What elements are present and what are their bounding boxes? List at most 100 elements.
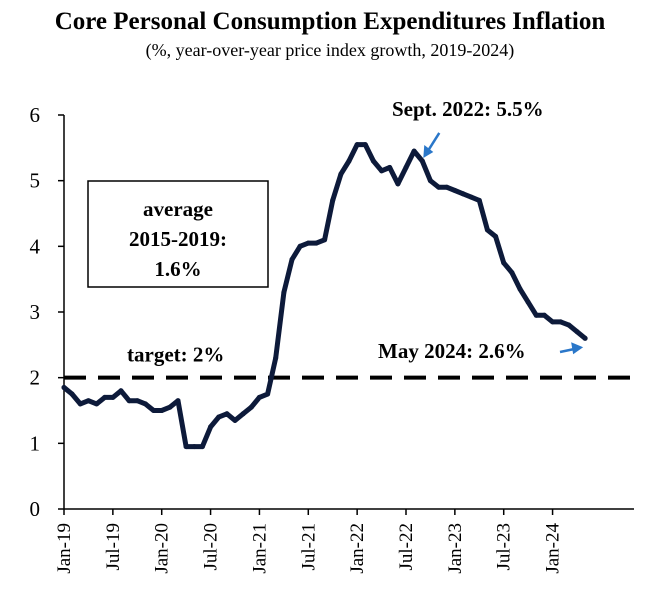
data-point — [281, 289, 287, 295]
data-point — [167, 404, 173, 410]
data-point — [191, 444, 197, 450]
data-point — [468, 194, 474, 200]
data-point — [379, 168, 385, 174]
data-point — [476, 197, 482, 203]
data-point — [387, 165, 393, 170]
data-point — [346, 158, 352, 164]
x-tick-label: Jan-23 — [445, 523, 466, 574]
series-points — [61, 142, 588, 450]
arrow-shaft — [426, 132, 441, 153]
x-tick-label: Jul-21 — [298, 523, 319, 571]
x-tick-label: Jul-20 — [201, 523, 222, 571]
data-point — [460, 191, 466, 197]
data-point — [159, 408, 165, 413]
peak-annotation: Sept. 2022: 5.5% — [392, 97, 544, 121]
data-point — [110, 394, 116, 400]
data-point — [566, 322, 572, 328]
data-point — [322, 237, 328, 243]
x-tick-label: Jul-22 — [396, 523, 417, 571]
data-point — [541, 312, 547, 318]
chart-title: Core Personal Consumption Expenditures I… — [54, 8, 606, 35]
x-tick-label: Jan-19 — [54, 523, 75, 574]
latest-arrow-icon — [559, 342, 584, 355]
data-point — [330, 197, 336, 203]
data-point — [305, 240, 311, 246]
data-point — [403, 165, 409, 170]
data-point — [265, 391, 271, 397]
data-point — [102, 394, 108, 400]
x-tick-label: Jan-22 — [347, 523, 368, 574]
data-point — [61, 385, 67, 390]
x-tick-label: Jan-21 — [249, 523, 270, 574]
data-point — [411, 148, 417, 154]
arrow-shaft — [559, 348, 574, 354]
data-point — [582, 335, 588, 341]
data-point — [484, 227, 490, 233]
data-point — [183, 444, 189, 450]
data-point — [436, 184, 442, 190]
arrow-head — [423, 144, 434, 158]
data-point — [216, 414, 222, 420]
y-tick-label: 3 — [30, 300, 41, 324]
data-point — [313, 240, 319, 246]
data-point — [232, 417, 238, 423]
y-tick-label: 0 — [30, 497, 41, 521]
chart-subtitle: (%, year-over-year price index growth, 2… — [145, 40, 515, 60]
data-point — [354, 142, 360, 148]
data-point — [199, 444, 205, 450]
x-tick-label: Jan-24 — [543, 523, 564, 574]
data-point — [175, 398, 181, 404]
x-tick-label: Jul-23 — [494, 523, 515, 571]
data-point — [94, 401, 100, 407]
data-point — [208, 424, 214, 430]
data-point — [69, 391, 75, 397]
data-point — [452, 188, 458, 193]
x-axis-ticks: Jan-19 Jul-19 Jan-20 Jul-20 Jan-21 Jul-21 Jan-… — [54, 509, 564, 574]
data-point — [550, 319, 556, 325]
data-point — [240, 411, 246, 417]
data-point — [338, 171, 344, 177]
data-point — [142, 401, 148, 407]
data-point — [370, 158, 376, 164]
data-point — [126, 398, 132, 404]
y-tick-label: 1 — [30, 431, 41, 455]
data-point — [289, 257, 295, 262]
peak-arrow-icon — [423, 132, 441, 158]
data-point — [224, 411, 230, 417]
data-point — [493, 234, 499, 239]
average-box-line: 1.6% — [154, 257, 201, 281]
data-point — [501, 260, 507, 266]
data-point — [574, 329, 580, 335]
data-point — [533, 312, 539, 318]
data-point — [427, 178, 433, 184]
y-tick-label: 5 — [30, 169, 41, 193]
data-point — [297, 243, 303, 249]
y-axis-ticks: 0 1 2 3 4 5 6 — [30, 103, 64, 521]
data-point — [134, 398, 140, 404]
x-tick-label: Jan-20 — [152, 523, 173, 574]
data-point — [118, 388, 124, 394]
average-box-line: average — [143, 197, 213, 221]
y-tick-label: 4 — [30, 234, 41, 258]
x-tick-label: Jul-19 — [103, 523, 124, 571]
average-box-line: 2015-2019: — [129, 227, 227, 251]
axes — [63, 115, 634, 510]
y-tick-label: 2 — [30, 366, 41, 390]
data-point — [558, 319, 564, 325]
data-point — [85, 398, 91, 404]
average-box-frame — [87, 180, 269, 288]
data-point — [419, 158, 425, 164]
data-point — [525, 299, 531, 305]
average-annotation-box: average 2015-2019: 1.6% — [87, 180, 269, 288]
arrow-head — [571, 342, 584, 355]
data-point — [444, 184, 450, 190]
data-point — [362, 142, 368, 148]
data-point — [256, 394, 262, 400]
y-tick-label: 6 — [30, 103, 41, 127]
data-point — [509, 270, 515, 276]
data-point — [77, 401, 83, 407]
latest-annotation: May 2024: 2.6% — [378, 339, 526, 363]
target-label: target: 2% — [127, 343, 224, 367]
data-point — [248, 404, 254, 410]
